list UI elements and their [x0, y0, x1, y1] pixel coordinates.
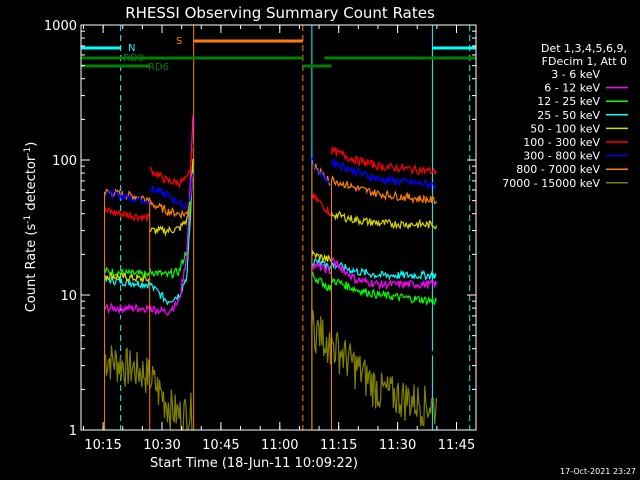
footer-timestamp: 17-Oct-2021 23:27: [560, 467, 636, 476]
series-line-6-12-kev-segment-2: [311, 262, 333, 275]
series-line-800-7000-kev-segment-1: [149, 172, 194, 220]
plot-frame: [80, 24, 477, 431]
series-line-6-12-kev-segment-3: [330, 257, 438, 291]
flag-label-n: N: [128, 43, 135, 54]
y-axis-label-part3: ): [24, 142, 39, 147]
y-tick-label-100: 100: [52, 154, 77, 169]
x-tick-label-10-15: 10:15: [84, 438, 121, 453]
x-tick-label-10-30: 10:30: [143, 438, 180, 453]
x-tick-label-11-00: 11:00: [261, 438, 298, 453]
legend-label-12-25-kev: 12 - 25 keV: [537, 95, 600, 108]
legend-label-50-100-kev: 50 - 100 keV: [530, 122, 600, 135]
series-line-6-12-kev-segment-0: [104, 302, 151, 315]
x-tick-label-10-45: 10:45: [202, 438, 239, 453]
series-line-50-100-kev-segment-2: [311, 249, 332, 263]
legend-label-6-12-kev: 6 - 12 keV: [544, 82, 600, 95]
series-line-7000-15000-kev-segment-2: [311, 310, 333, 365]
series-line-300-800-kev-segment-0: [104, 189, 151, 206]
series-line-25-50-kev-segment-3: [331, 262, 437, 281]
series-line-100-300-kev-segment-2: [311, 192, 333, 216]
y-axis-label: Count Rate (s-1 detector-1): [23, 142, 39, 313]
series-line-300-800-kev-segment-3: [330, 158, 437, 190]
y-axis-label-sup1: -1: [23, 215, 33, 224]
series-line-300-800-kev-segment-1: [149, 173, 194, 211]
legend-label-800-7000-kev: 800 - 7000 keV: [516, 163, 600, 176]
chart-title: RHESSI Observing Summary Count Rates: [125, 4, 435, 22]
series-line-100-300-kev-segment-1: [149, 148, 194, 189]
x-tick-label-11-15: 11:15: [320, 438, 357, 453]
y-tick-label-10: 10: [60, 289, 77, 304]
series-line-50-100-kev-segment-1: [149, 158, 194, 237]
legend: Det 1,3,4,5,6,9,FDecim 1, Att 03 - 6 keV…: [502, 42, 628, 190]
y-tick-label-1: 1: [69, 424, 77, 439]
legend-header-1: FDecim 1, Att 0: [542, 55, 627, 68]
series-line-300-800-kev-segment-2: [311, 155, 333, 191]
series-line-7000-15000-kev-segment-0: [104, 345, 151, 393]
y-axis-label-sup2: -1: [23, 147, 33, 156]
series-line-100-300-kev-segment-0: [104, 206, 151, 223]
series-line-3-6-kev-segment-2: [311, 268, 333, 319]
plot-area: N S RD0 RD6: [81, 25, 476, 431]
series-line-50-100-kev-segment-0: [104, 271, 150, 283]
series-line-3-6-kev-segment-3: [330, 286, 438, 360]
legend-label-7000-15000-kev: 7000 - 15000 keV: [502, 177, 600, 190]
y-axis-label-part2: detector: [24, 155, 39, 215]
series-line-12-25-kev-segment-0: [104, 266, 150, 279]
flag-label-rd6: RD6: [148, 62, 169, 73]
legend-header-0: Det 1,3,4,5,6,9,: [541, 42, 627, 55]
series-line-800-7000-kev-segment-3: [330, 175, 438, 205]
series-line-7000-15000-kev-segment-1: [149, 365, 193, 431]
series-line-6-12-kev-segment-1: [149, 115, 194, 316]
series-line-12-25-kev-segment-1: [149, 162, 194, 280]
x-tick-label-11-45: 11:45: [438, 438, 475, 453]
x-axis-label: Start Time (18-Jun-11 10:09:22): [150, 456, 358, 471]
legend-label-3-6-kev: 3 - 6 keV: [551, 68, 600, 81]
series-line-25-50-kev-segment-1: [149, 168, 194, 306]
x-tick-label-11-30: 11:30: [379, 438, 416, 453]
series-line-100-300-kev-segment-3: [330, 146, 438, 176]
y-tick-label-1000: 1000: [44, 19, 77, 34]
legend-label-25-50-kev: 25 - 50 keV: [537, 109, 600, 122]
series-line-7000-15000-kev-segment-3: [330, 331, 438, 427]
legend-label-300-800-kev: 300 - 800 keV: [523, 150, 600, 163]
series-line-12-25-kev-segment-2: [311, 271, 333, 293]
series-line-50-100-kev-segment-3: [330, 210, 438, 230]
flag-label-s: S: [176, 36, 182, 47]
legend-label-100-300-kev: 100 - 300 keV: [523, 136, 600, 149]
y-axis-label-part1: Count Rate (s: [24, 224, 39, 313]
axes: 1 10 100 1000 10:15 10:30 10:45 11:00 11:15 11:30…: [44, 19, 477, 453]
series-line-3-6-kev-segment-0: [104, 308, 151, 335]
series-line-12-25-kev-segment-3: [330, 276, 438, 307]
flag-label-rd0: RD0: [123, 53, 144, 64]
series-line-3-6-kev-segment-1: [149, 143, 194, 356]
